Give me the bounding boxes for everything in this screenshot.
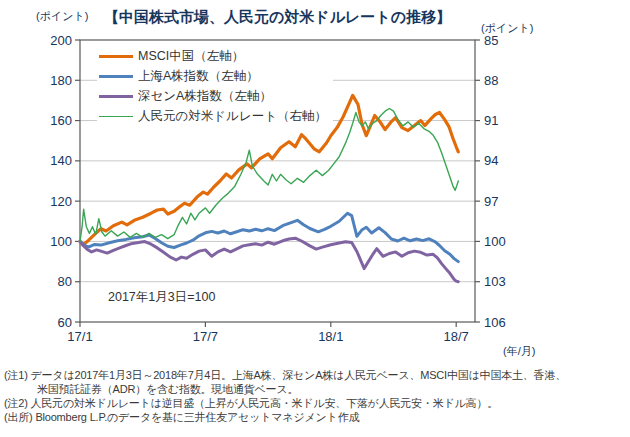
right-axis-tick-label: 100 — [484, 234, 506, 249]
legend-item-shenzhen-a: 深センA株指数（左軸） — [99, 86, 327, 106]
chart-title: 【中国株式市場、人民元の対米ドルレートの推移】 — [80, 8, 475, 27]
right-axis-tick-label: 103 — [484, 274, 506, 289]
left-axis-tick-label: 200 — [50, 33, 72, 48]
right-axis-unit-label: (ポイント) — [481, 21, 533, 36]
right-axis-tick-label: 91 — [484, 113, 498, 128]
legend-label: MSCI中国（左軸） — [138, 48, 244, 65]
legend-swatch-shanghai-a — [99, 75, 133, 78]
legend-swatch-shenzhen-a — [99, 95, 133, 98]
left-axis-unit-label: (ポイント) — [36, 9, 88, 24]
legend-label: 人民元の対米ドルレート（右軸） — [138, 108, 327, 125]
left-axis-tick-label: 140 — [50, 153, 72, 168]
legend-item-cny-usd-rate: 人民元の対米ドルレート（右軸） — [99, 106, 327, 126]
x-axis-tick-label: 17/1 — [67, 329, 92, 344]
right-axis-tick-label: 106 — [484, 315, 506, 330]
x-axis-tick-label: 18/1 — [318, 329, 343, 344]
legend-label: 深センA株指数（左軸） — [138, 88, 272, 105]
series-line-left — [80, 238, 458, 282]
report-figure: 2001801601401201008060858891949710010310… — [0, 0, 630, 437]
left-axis-tick-label: 100 — [50, 234, 72, 249]
x-axis-unit-label: (年/月) — [503, 344, 535, 359]
legend-item-msci-china: MSCI中国（左軸） — [99, 46, 327, 66]
left-axis-tick-label: 180 — [50, 73, 72, 88]
legend-swatch-cny-usd-rate — [99, 116, 133, 117]
base-value-annotation: 2017年1月3日=100 — [108, 289, 215, 306]
right-axis-tick-label: 94 — [484, 153, 498, 168]
source-note: (出所) Bloomberg L.P.のデータを基に三井住友アセットマネジメント… — [4, 410, 359, 425]
footnote-2: (注2) 人民元の対米ドルレートは逆目盛（上昇が人民元高・米ドル安、下落が人民元… — [4, 396, 498, 411]
footnote-1-line1: (注1) データは2017年1月3日～2018年7月4日。上海A株、深センA株は… — [4, 368, 566, 383]
legend-swatch-msci-china — [99, 55, 133, 58]
x-axis-tick-label: 18/7 — [444, 329, 469, 344]
x-axis-tick-label: 17/7 — [193, 329, 218, 344]
legend-label: 上海A株指数（左軸） — [138, 68, 259, 85]
right-axis-tick-label: 88 — [484, 73, 498, 88]
left-axis-tick-label: 60 — [58, 315, 72, 330]
legend-item-shanghai-a: 上海A株指数（左軸） — [99, 66, 327, 86]
left-axis-tick-label: 160 — [50, 113, 72, 128]
left-axis-tick-label: 120 — [50, 194, 72, 209]
chart-legend: MSCI中国（左軸） 上海A株指数（左軸） 深センA株指数（左軸） 人民元の対米… — [97, 44, 333, 128]
right-axis-tick-label: 97 — [484, 194, 498, 209]
left-axis-tick-label: 80 — [58, 274, 72, 289]
footnote-1-line2: 米国預託証券（ADR）を含む指数。現地通貨ベース。 — [37, 382, 298, 397]
